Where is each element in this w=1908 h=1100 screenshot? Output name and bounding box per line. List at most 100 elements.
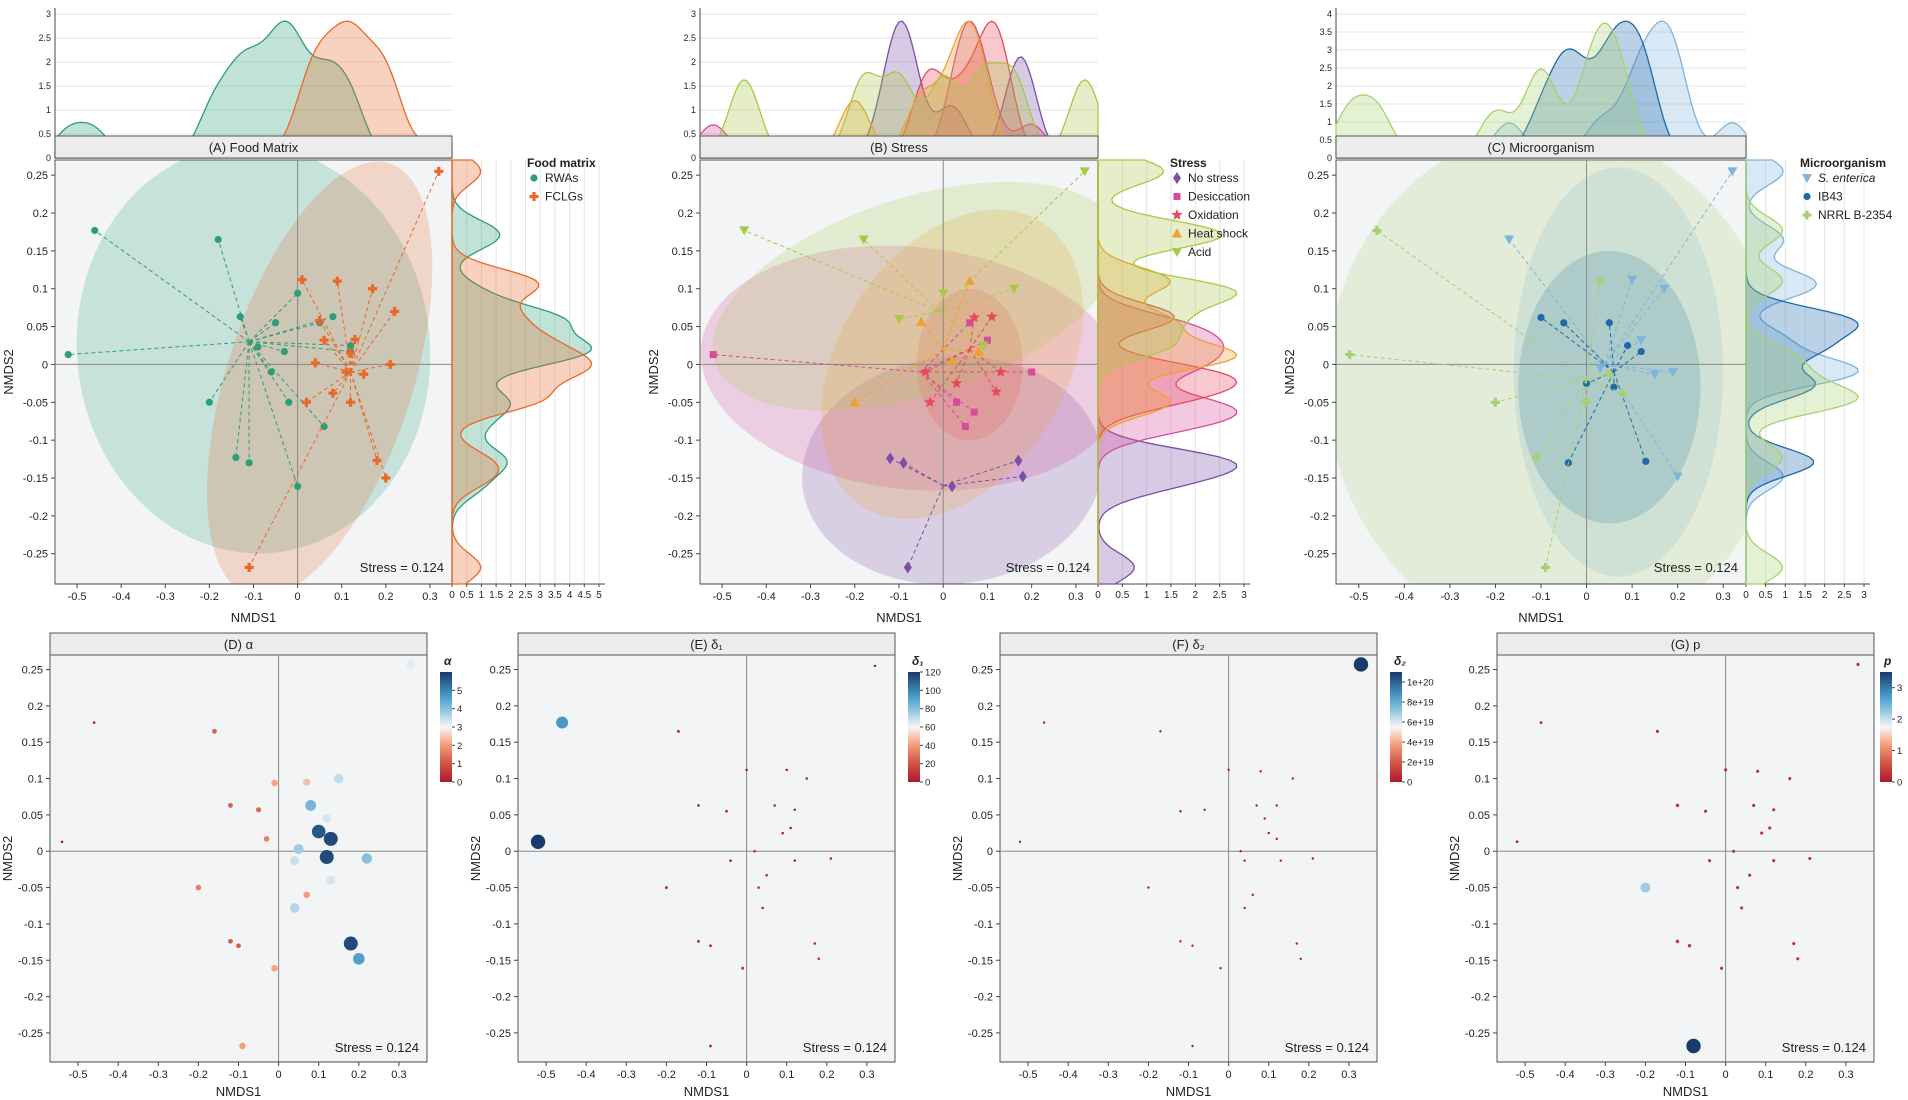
x-tick-label: -0.3 [617,1069,636,1081]
top-density-tick: 0 [46,153,51,163]
point [1686,1038,1701,1054]
spider-line [332,371,351,394]
top-density-A: 0 0.5 1 1.5 2 2.5 3 [38,8,453,163]
x-tick-label: 0 [1583,591,1589,603]
y-tick-label: -0.1 [1471,919,1490,931]
point [1768,826,1772,830]
point-oxid [950,377,963,389]
point-sent [1636,336,1647,346]
point [709,944,712,948]
point-nrrl [1531,453,1541,463]
x-tick-label: 0.2 [1024,591,1039,603]
x-tick-label: -0.3 [149,1069,168,1081]
spider-line [1604,288,1665,365]
right-density-bg [1746,160,1870,584]
point [753,849,756,853]
x-tick-label: 0.3 [1341,1069,1356,1081]
panel-F: (F) δ₂ Stress = 0.124 -0.5 -0.4 -0.3 -0.2 -0.1… [950,632,1434,1099]
point-nrrl [1618,388,1628,398]
point [530,834,546,849]
panel-E: (E) δ₁ Stress = 0.124 -0.5 -0.4 -0.3 -0.2 -0.1… [468,632,941,1099]
point [228,938,233,944]
y-axis-label: NMDS2 [646,349,661,395]
plot-content-B [700,160,1098,584]
spider-line [217,239,250,342]
point-nrrl [1595,276,1605,286]
y-tick-label: 0.2 [978,701,993,713]
colorbar-tick-label: 1 [457,759,462,770]
legend-marker-sent [1802,174,1812,183]
point [1752,803,1756,807]
point [1275,837,1278,841]
point-rwa [280,347,288,356]
colorbar-tick-label: 2e+19 [1407,758,1434,769]
colorbar-tick-label: 0 [1407,778,1412,789]
colorbar-tick-label: 120 [925,668,941,679]
colorbar-tick-label: 5 [457,686,462,697]
legend-marker-acid [1172,248,1182,257]
y-tick-label: -0.05 [1465,883,1490,895]
y-tick-label: -0.25 [486,1028,511,1040]
top-density-tick: 0 [691,153,696,163]
point-rwa [329,313,337,321]
right-density-tick-label: 1 [479,590,485,601]
top-density-tick: 3.5 [1319,27,1332,37]
point-acid [938,289,949,299]
right-density-bg [1098,160,1250,584]
stress-label: Stress = 0.124 [1654,560,1738,575]
y-tick-label: 0.2 [496,701,511,713]
point-fclg [390,306,400,316]
y-tick-label: 0.1 [1314,284,1329,296]
spider-line [1495,379,1587,403]
colorbar-title: δ₁ [912,654,924,668]
spider-line [854,348,944,403]
colorbar-gradient [908,672,920,782]
x-tick-label: -0.3 [1099,1069,1118,1081]
point [212,728,217,734]
x-tick-label: 0.3 [391,1069,406,1081]
point-fclg [315,316,325,326]
right-density-tick-label: 0 [1743,590,1749,601]
point-rwa [346,341,355,350]
point-fclg [359,369,369,379]
spider-line [969,349,997,392]
top-density-tick: 0.5 [38,129,51,139]
x-tick-label: 0.3 [859,1069,874,1081]
point-rwa [245,459,253,467]
point-rwa [236,313,244,321]
point-oxid [995,366,1007,377]
spider-line [969,348,1002,373]
point [1243,859,1246,862]
point-ib43 [1623,341,1632,350]
y-tick-label: 0.1 [496,774,511,786]
y-tick-label: -0.15 [968,955,993,967]
x-tick-label: 0.3 [422,591,437,603]
spider-line [248,292,298,343]
point [1704,809,1708,813]
point [1792,941,1796,946]
y-axis-label: NMDS2 [468,836,483,882]
y-tick-label: -0.1 [974,919,993,931]
y-axis-label: NMDS2 [950,836,965,882]
spider-line [248,371,351,568]
right-density-tick-label: 2.5 [1213,590,1227,601]
spider-line [920,321,944,350]
point [1353,657,1369,672]
point [556,716,569,729]
point-fclg [368,284,378,294]
right-density-bg [452,160,605,584]
legend-label: Heat shock [1188,227,1249,241]
point [697,939,700,943]
right-density-acid [1097,159,1238,584]
colorbar-gradient [1880,672,1892,782]
plot-area [517,654,896,1063]
point [1219,967,1222,970]
x-tick-label: -0.4 [109,1069,128,1081]
point [353,952,365,965]
point-acid [894,315,904,324]
legend-label: Acid [1188,245,1211,259]
right-density-tick-label: 4.5 [577,590,591,601]
colorbar-tick-label: 1e+20 [1407,678,1434,689]
y-tick-label: -0.2 [1471,992,1490,1004]
